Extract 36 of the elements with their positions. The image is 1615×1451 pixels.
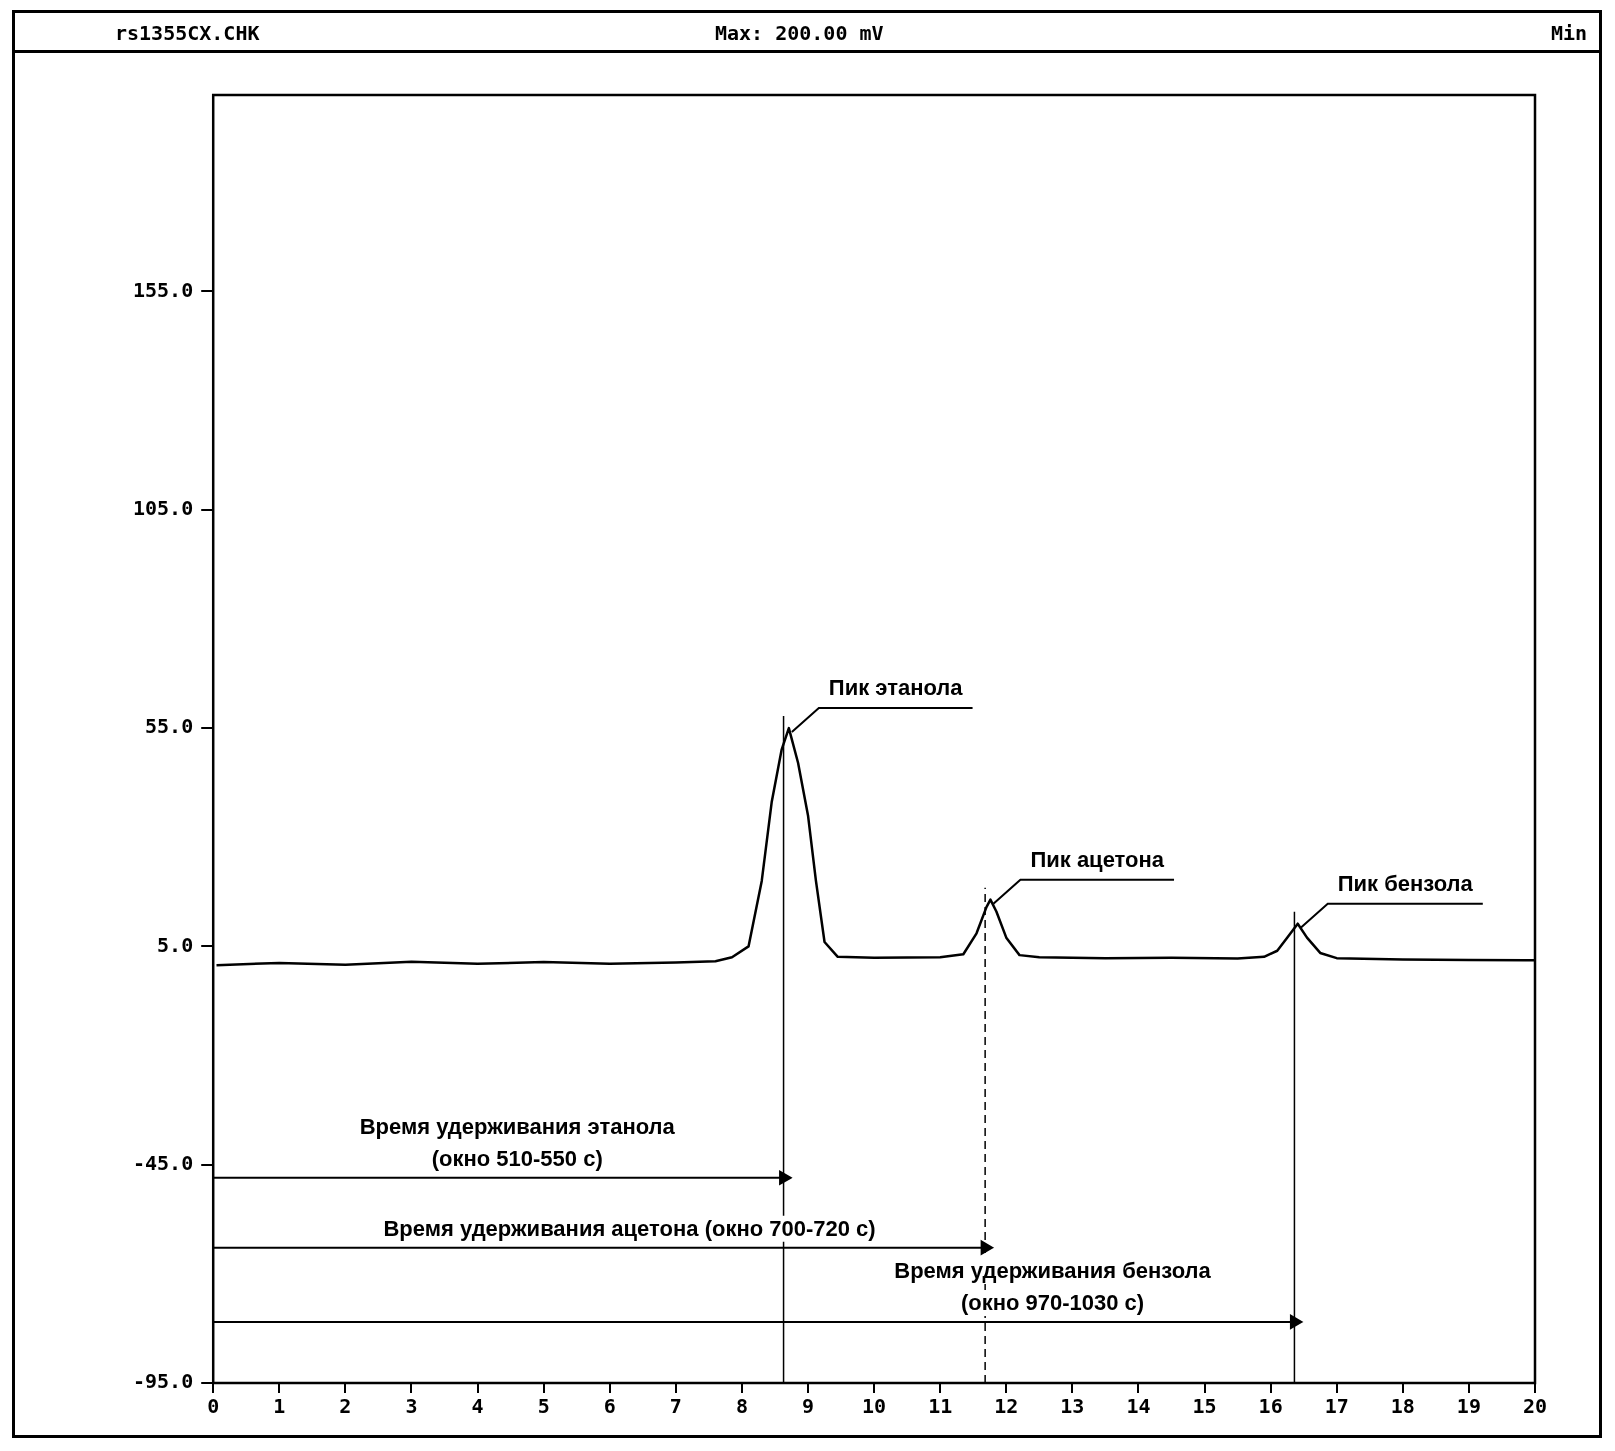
chart-title: rs1355CX.CHK — [115, 21, 260, 45]
x-tick-label: 9 — [801, 1394, 815, 1419]
x-tick-label: 5 — [537, 1394, 550, 1419]
text: Max: 200.00 mV — [715, 21, 884, 45]
y-tick-label: -45.0 — [132, 1150, 194, 1175]
x-tick-label: 2 — [339, 1394, 352, 1419]
x-tick-label: 6 — [603, 1394, 616, 1419]
annotation: Время удерживания этанола (окно 510-550 с) — [359, 1113, 676, 1171]
x-axis-title: Min — [1550, 21, 1587, 45]
x-tick-label: 11 — [928, 1394, 953, 1419]
annotation: Пик этанола — [828, 675, 964, 701]
x-tick-label: 20 — [1522, 1394, 1548, 1419]
x-tick-label: 12 — [994, 1394, 1019, 1419]
annotation: Время удерживания ацетона (окно 700-720 с) — [383, 1215, 876, 1241]
x-tick-label: 8 — [735, 1394, 748, 1419]
x-tick-label: 13 — [1060, 1394, 1085, 1419]
x-tick-label: 14 — [1126, 1394, 1151, 1419]
y-tick-label: 5.0 — [157, 932, 194, 957]
x-tick-label: 17 — [1324, 1394, 1349, 1419]
x-tick-label: 0 — [207, 1394, 220, 1419]
annotation: Пик бензола — [1337, 870, 1474, 896]
x-tick-label: 10 — [862, 1394, 887, 1419]
x-tick-label: 3 — [405, 1394, 418, 1419]
x-tick-label: 1 — [273, 1394, 286, 1419]
y-tick-label: 105.0 — [132, 495, 194, 520]
x-tick-label: 16 — [1258, 1394, 1283, 1419]
x-tick-label: 4 — [471, 1394, 484, 1419]
y-tick-label: 55.0 — [145, 714, 194, 739]
annotation: Время удерживания бензола (окно 970-1030 с) — [894, 1257, 1212, 1315]
x-tick-label: 7 — [669, 1394, 682, 1419]
annotation: Пик ацетона — [1030, 846, 1165, 872]
x-tick-label: 15 — [1192, 1394, 1217, 1419]
x-tick-label: 19 — [1456, 1394, 1481, 1419]
y-tick-label: 155.0 — [132, 277, 194, 302]
y-tick-label: -95.0 — [132, 1369, 194, 1394]
x-tick-label: 18 — [1390, 1394, 1415, 1419]
